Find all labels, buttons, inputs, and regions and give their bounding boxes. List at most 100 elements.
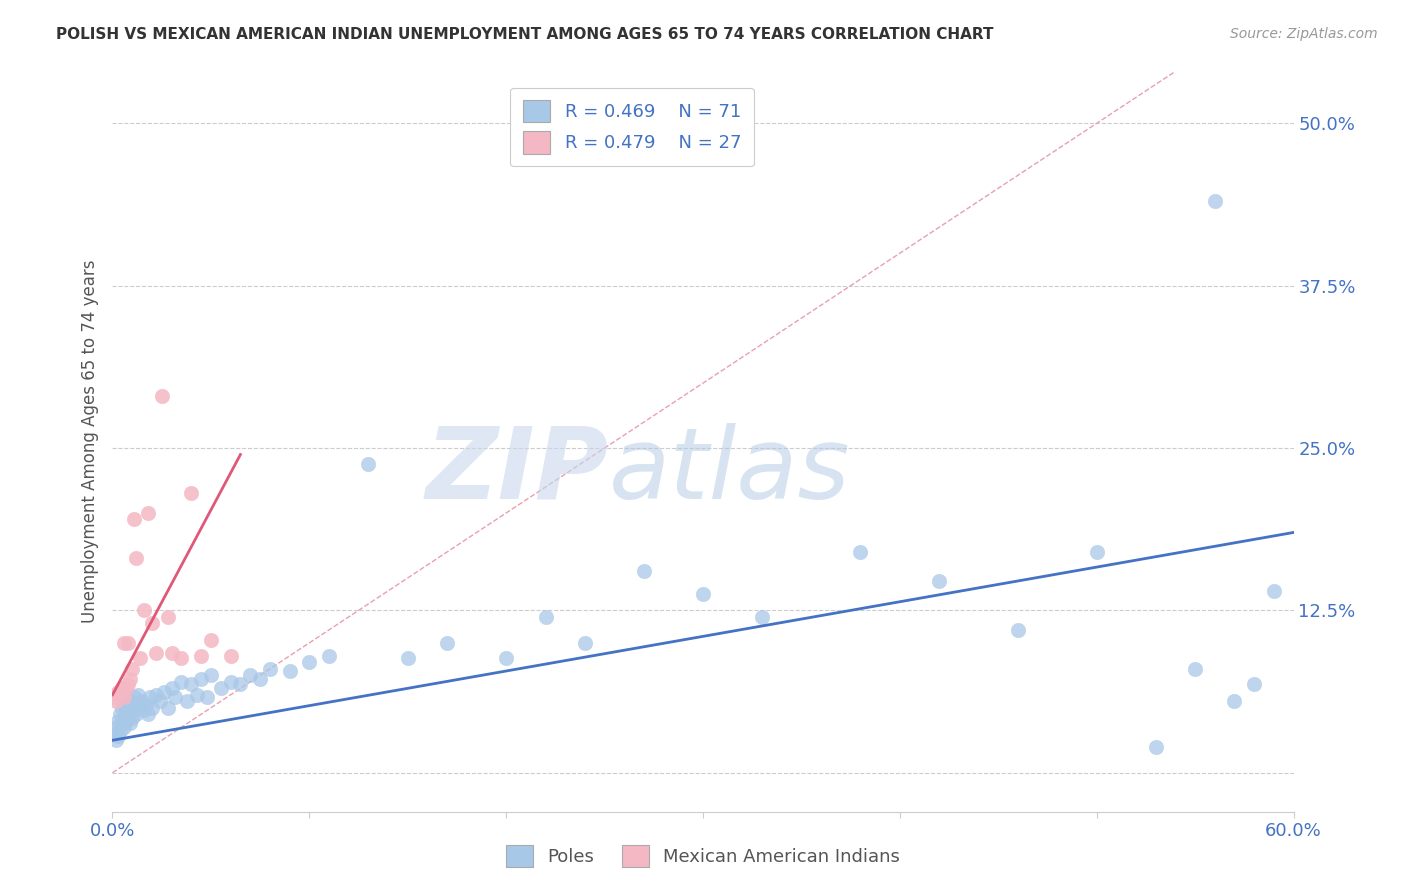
Point [357,457,380,471]
Point [190,648,212,663]
Point [152,685,174,699]
Point [111,681,134,696]
Point [136,707,159,722]
Point [219,674,242,689]
Point [129,701,152,715]
Point [117,636,139,650]
Point [120,694,142,708]
Point [120,716,142,731]
Point [103,690,125,705]
Point [209,681,232,696]
Point [110,707,132,722]
Point [219,648,242,663]
Point [112,636,135,650]
Point [103,727,125,741]
Point [111,716,134,731]
Point [160,681,183,696]
Point [112,690,135,705]
Point [117,707,139,722]
Point [396,651,419,665]
Point [298,656,321,670]
Point [132,603,155,617]
Point [928,574,950,588]
Point [176,694,198,708]
Point [121,711,143,725]
Point [259,662,281,676]
Point [135,698,157,713]
Point [141,701,163,715]
Legend: Poles, Mexican American Indians: Poles, Mexican American Indians [499,838,907,874]
Text: Source: ZipAtlas.com: Source: ZipAtlas.com [1230,27,1378,41]
Point [107,730,129,744]
Point [117,677,139,691]
Point [136,506,159,520]
Text: atlas: atlas [609,423,851,520]
Point [129,651,152,665]
Point [122,512,145,526]
Point [692,586,714,600]
Point [849,545,872,559]
Point [170,651,193,665]
Point [156,610,179,624]
Point [534,610,557,624]
Point [239,668,262,682]
Point [145,646,167,660]
Point [115,714,138,728]
Point [121,662,143,676]
Point [190,672,212,686]
Point [125,707,148,722]
Point [120,672,142,686]
Point [122,690,145,705]
Point [105,694,128,708]
Point [110,688,132,702]
Point [141,616,163,631]
Point [145,688,167,702]
Point [1007,623,1029,637]
Point [170,674,193,689]
Point [1243,677,1265,691]
Point [1085,545,1108,559]
Point [249,672,271,686]
Point [150,389,173,403]
Text: ZIP: ZIP [426,423,609,520]
Point [127,688,149,702]
Point [115,681,138,696]
Point [122,698,145,713]
Point [751,610,773,624]
Point [139,690,162,705]
Point [436,636,458,650]
Point [318,648,340,663]
Point [278,665,301,679]
Point [156,701,179,715]
Point [121,703,143,717]
Point [112,711,135,725]
Y-axis label: Unemployment Among Ages 65 to 74 years: Unemployment Among Ages 65 to 74 years [80,260,98,624]
Legend: R = 0.469    N = 71, R = 0.479    N = 27: R = 0.469 N = 71, R = 0.479 N = 27 [510,87,754,166]
Point [111,701,134,715]
Point [110,724,132,739]
Point [200,633,222,648]
Point [117,698,139,713]
Point [105,720,128,734]
Point [149,694,172,708]
Point [165,690,187,705]
Point [107,685,129,699]
Point [1144,739,1167,754]
Point [112,720,135,734]
Point [495,651,517,665]
Point [105,733,128,747]
Point [160,646,183,660]
Point [229,677,252,691]
Point [115,703,138,717]
Point [1184,662,1206,676]
Point [1263,583,1285,598]
Point [186,688,208,702]
Point [195,690,218,705]
Point [107,714,129,728]
Point [131,694,153,708]
Point [132,703,155,717]
Point [200,668,222,682]
Point [180,486,202,500]
Point [574,636,596,650]
Point [180,677,202,691]
